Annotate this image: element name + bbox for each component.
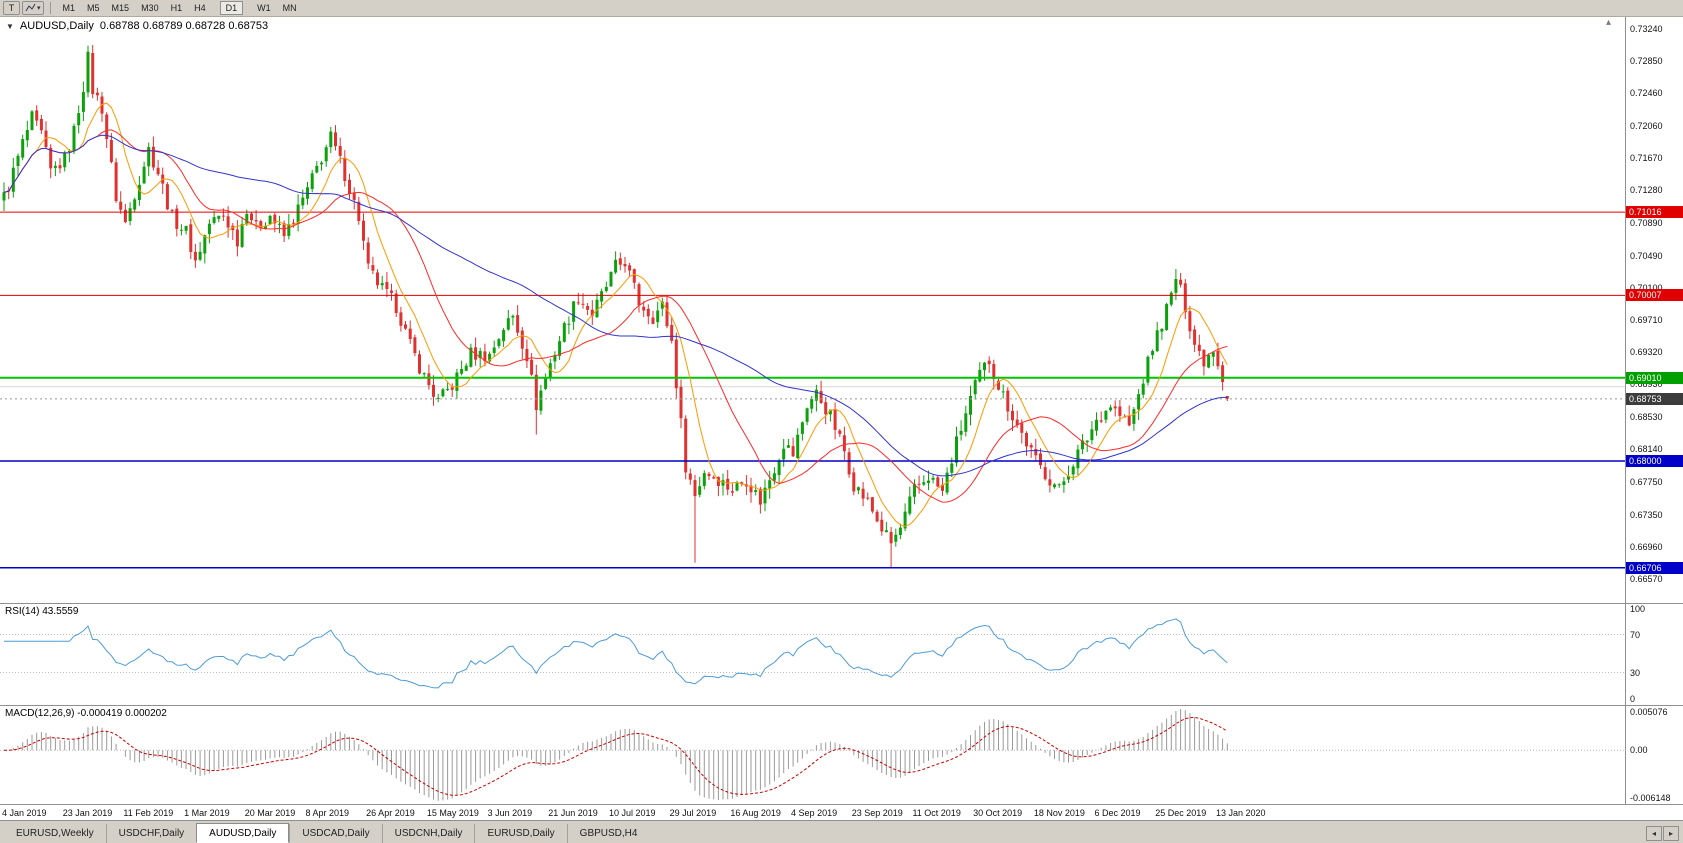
timeframe-button-m15[interactable]: M15 bbox=[106, 1, 136, 15]
price-axis-label: 0.66960 bbox=[1630, 541, 1663, 552]
date-axis-label: 23 Sep 2019 bbox=[851, 808, 903, 818]
rsi-axis-label: 100 bbox=[1630, 604, 1646, 614]
price-level-chip: 0.71016 bbox=[1626, 206, 1683, 219]
collapse-arrow-icon[interactable]: ▼ bbox=[6, 21, 14, 31]
timeframe-button-m5[interactable]: M5 bbox=[81, 1, 106, 15]
rsi-plot[interactable]: RSI(14) 43.5559 bbox=[0, 604, 1625, 705]
price-axis-label: 0.71280 bbox=[1630, 185, 1663, 196]
chart-tab-gbpusd-h4[interactable]: GBPUSD,H4 bbox=[566, 824, 650, 843]
date-axis-label: 4 Sep 2019 bbox=[791, 808, 838, 818]
price-axis-label: 0.70890 bbox=[1630, 217, 1663, 228]
timeframe-button-h1[interactable]: H1 bbox=[165, 1, 189, 15]
rsi-axis[interactable]: 100 70 30 0 bbox=[1625, 604, 1683, 705]
timeframe-button-w1[interactable]: W1 bbox=[251, 1, 277, 15]
timeframe-group: M1 M5 M15 M30 H1 H4 D1 W1 MN bbox=[57, 1, 303, 15]
date-axis-label: 21 Jun 2019 bbox=[548, 808, 598, 818]
timeframe-button-h4[interactable]: H4 bbox=[188, 1, 212, 15]
date-axis-label: 29 Jul 2019 bbox=[669, 808, 717, 818]
date-axis-label: 6 Dec 2019 bbox=[1094, 808, 1141, 818]
chart-ohlc-values: 0.68788 0.68789 0.68728 0.68753 bbox=[99, 20, 269, 32]
date-axis-label: 11 Feb 2019 bbox=[123, 808, 174, 818]
toolbar: T ▾ M1 M5 M15 M30 H1 H4 D1 W1 MN bbox=[0, 0, 1683, 17]
date-axis-label: 20 Mar 2019 bbox=[244, 808, 296, 818]
price-axis-label: 0.72060 bbox=[1630, 120, 1663, 131]
price-level-chip: 0.68753 bbox=[1626, 392, 1683, 405]
date-axis-label: 10 Jul 2019 bbox=[608, 808, 656, 818]
date-axis-label: 23 Jan 2019 bbox=[62, 808, 113, 818]
chart-title: ▼ AUDUSD,Daily 0.68788 0.68789 0.68728 0… bbox=[6, 20, 268, 32]
date-axis-label: 4 Jan 2019 bbox=[2, 808, 47, 818]
price-level-chip: 0.66706 bbox=[1626, 561, 1683, 574]
tabs-scroll-right-button[interactable]: ▸ bbox=[1663, 826, 1679, 841]
cursor-tool-button[interactable]: T bbox=[3, 1, 20, 15]
polyline-tool-icon bbox=[25, 3, 36, 13]
macd-panel: MACD(12,26,9) -0.000419 0.000202 0.00507… bbox=[0, 706, 1683, 805]
chart-tabbar: EURUSD,Weekly USDCHF,Daily AUDUSD,Daily USD… bbox=[0, 821, 1683, 843]
date-axis-label: 18 Nov 2019 bbox=[1033, 808, 1085, 818]
rsi-panel: RSI(14) 43.5559 100 70 30 0 bbox=[0, 604, 1683, 706]
date-axis-label: 25 Dec 2019 bbox=[1155, 808, 1207, 818]
chart-symbol-label: AUDUSD,Daily bbox=[19, 20, 94, 32]
date-axis-label: 3 Jun 2019 bbox=[487, 808, 533, 818]
price-level-chip: 0.69010 bbox=[1626, 371, 1683, 384]
price-axis-label: 0.71670 bbox=[1630, 153, 1663, 164]
date-axis-label: 11 Oct 2019 bbox=[912, 808, 961, 818]
price-axis-label: 0.68140 bbox=[1630, 444, 1663, 455]
date-axis[interactable]: 4 Jan 2019 23 Jan 2019 11 Feb 2019 1 Mar 20… bbox=[0, 805, 1683, 821]
price-axis-label: 0.72850 bbox=[1630, 55, 1663, 66]
price-axis[interactable]: 0.73240 0.72850 0.72460 0.72060 0.71670 0.712… bbox=[1625, 17, 1683, 603]
macd-axis-label: -0.006148 bbox=[1630, 793, 1671, 803]
chart-tab-eurusd-daily[interactable]: EURUSD,Daily bbox=[474, 824, 566, 843]
main-chart-panel: ▼ AUDUSD,Daily 0.68788 0.68789 0.68728 0… bbox=[0, 17, 1683, 604]
chart-tab-usdcad-daily[interactable]: USDCAD,Daily bbox=[289, 824, 381, 843]
price-axis-label: 0.67350 bbox=[1630, 509, 1663, 520]
rsi-axis-label: 0 bbox=[1630, 694, 1636, 704]
chart-tab-eurusd-weekly[interactable]: EURUSD,Weekly bbox=[4, 824, 106, 843]
date-axis-label: 1 Mar 2019 bbox=[184, 808, 230, 818]
price-axis-label: 0.69710 bbox=[1630, 314, 1663, 325]
timeframe-button-m30[interactable]: M30 bbox=[135, 1, 165, 15]
main-chart-plot[interactable]: ▼ AUDUSD,Daily 0.68788 0.68789 0.68728 0… bbox=[0, 17, 1625, 603]
macd-axis-label: 0.005076 bbox=[1630, 707, 1668, 717]
macd-axis[interactable]: 0.005076 0.00 -0.006148 bbox=[1625, 706, 1683, 804]
price-axis-label: 0.70100 bbox=[1630, 282, 1663, 293]
macd-label: MACD(12,26,9) -0.000419 0.000202 bbox=[5, 708, 167, 719]
date-axis-label: 16 Aug 2019 bbox=[730, 808, 781, 818]
timeframe-button-m1[interactable]: M1 bbox=[57, 1, 82, 15]
chart-tabs: EURUSD,Weekly USDCHF,Daily AUDUSD,Daily USD… bbox=[4, 823, 649, 843]
price-axis-label: 0.73240 bbox=[1630, 23, 1663, 34]
toolbar-separator bbox=[49, 2, 51, 14]
price-axis-label: 0.68530 bbox=[1630, 412, 1663, 423]
rsi-axis-label: 30 bbox=[1630, 667, 1641, 678]
macd-plot[interactable]: MACD(12,26,9) -0.000419 0.000202 bbox=[0, 706, 1625, 804]
rsi-axis-label: 70 bbox=[1630, 629, 1641, 640]
date-axis-label: 26 Apr 2019 bbox=[366, 808, 415, 818]
rsi-label: RSI(14) 43.5559 bbox=[5, 606, 79, 617]
price-level-chip: 0.70007 bbox=[1626, 289, 1683, 302]
date-axis-label: 15 May 2019 bbox=[426, 808, 479, 818]
date-axis-label: 30 Oct 2019 bbox=[973, 808, 1023, 818]
price-axis-label: 0.70490 bbox=[1630, 250, 1663, 261]
chart-tab-usdcnh-daily[interactable]: USDCNH,Daily bbox=[381, 824, 475, 843]
date-axis-label: 13 Jan 2020 bbox=[1215, 808, 1266, 818]
tabbar-scroll: ◂ ▸ bbox=[1646, 826, 1679, 843]
price-axis-label: 0.67750 bbox=[1630, 476, 1663, 487]
price-axis-label: 0.72460 bbox=[1630, 87, 1663, 98]
chart-shift-marker[interactable]: ▴ bbox=[1605, 17, 1611, 28]
price-axis-label: 0.66570 bbox=[1630, 574, 1663, 585]
price-level-chip: 0.68000 bbox=[1626, 455, 1683, 468]
timeframe-button-mn[interactable]: MN bbox=[277, 1, 303, 15]
price-axis-label: 0.69320 bbox=[1630, 347, 1663, 358]
tabs-scroll-left-button[interactable]: ◂ bbox=[1646, 826, 1662, 841]
macd-axis-label: 0.00 bbox=[1630, 745, 1648, 756]
date-axis-label: 8 Apr 2019 bbox=[305, 808, 350, 818]
chart-tab-audusd-daily[interactable]: AUDUSD,Daily bbox=[196, 823, 290, 843]
price-axis-label: 0.68930 bbox=[1630, 379, 1663, 390]
chevron-down-icon: ▾ bbox=[37, 5, 41, 12]
indicators-dropdown-button[interactable]: ▾ bbox=[22, 1, 44, 15]
chart-tab-usdchf-daily[interactable]: USDCHF,Daily bbox=[105, 824, 197, 843]
timeframe-button-d1[interactable]: D1 bbox=[219, 1, 244, 15]
